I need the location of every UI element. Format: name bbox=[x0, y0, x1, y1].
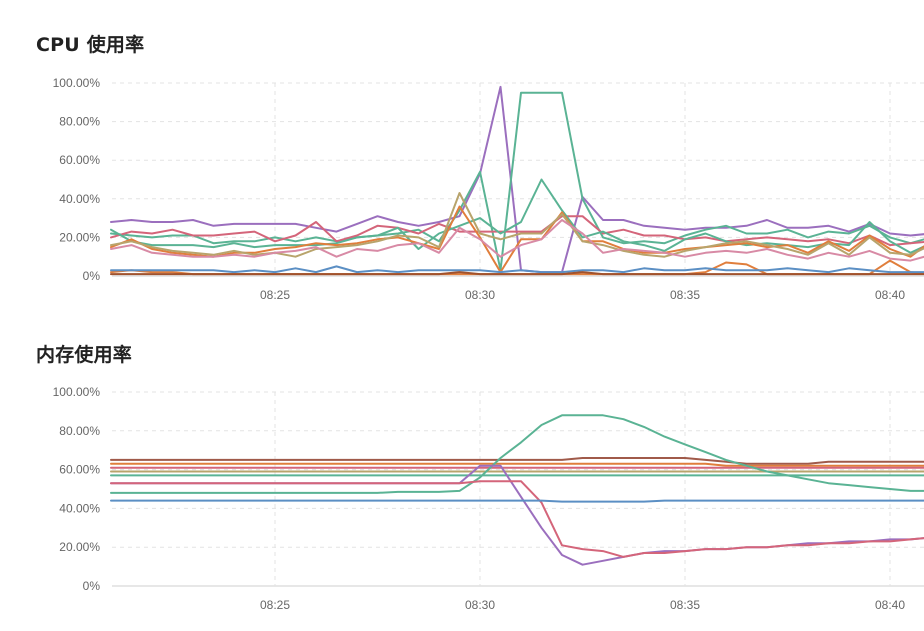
memory-x-tick-label: 08:25 bbox=[260, 598, 290, 612]
cpu-x-tick-label: 08:25 bbox=[260, 288, 290, 302]
cpu-x-tick-label: 08:35 bbox=[670, 288, 700, 302]
memory-chart-title: 内存使用率 bbox=[36, 344, 133, 366]
memory-series-line-1 bbox=[110, 457, 924, 465]
memory-x-tick-label: 08:35 bbox=[670, 598, 700, 612]
cpu-series-line-7 bbox=[110, 219, 924, 262]
memory-y-tick-label: 100.00% bbox=[53, 385, 101, 399]
cpu-y-tick-label: 0% bbox=[83, 269, 101, 283]
memory-x-tick-label: 08:40 bbox=[875, 598, 905, 612]
cpu-y-tick-label: 40.00% bbox=[59, 192, 100, 206]
memory-y-tick-label: 40.00% bbox=[59, 501, 100, 515]
cpu-series-line-2 bbox=[110, 91, 924, 272]
memory-series-line-8 bbox=[110, 480, 924, 558]
memory-series-line-2 bbox=[110, 462, 924, 467]
cpu-usage-chart: 0% 20.00% 40.00% 60.00% 80.00% 100.00% 08:25 08… bbox=[53, 76, 924, 302]
cpu-y-tick-label: 100.00% bbox=[53, 76, 101, 90]
cpu-series-line-10 bbox=[110, 271, 924, 276]
cpu-y-tick-label: 20.00% bbox=[59, 230, 100, 244]
cpu-x-tick-label: 08:30 bbox=[465, 288, 495, 302]
cpu-series-line-6 bbox=[110, 192, 924, 258]
memory-usage-chart: 0% 20.00% 40.00% 60.00% 80.00% 100.00% 08:25 08… bbox=[53, 385, 924, 612]
cpu-series-line-3 bbox=[110, 215, 924, 247]
memory-y-tick-label: 20.00% bbox=[59, 540, 100, 554]
cpu-y-tick-label: 60.00% bbox=[59, 153, 100, 167]
cpu-x-tick-label: 08:40 bbox=[875, 288, 905, 302]
memory-y-tick-label: 60.00% bbox=[59, 463, 100, 477]
memory-y-tick-label: 0% bbox=[83, 579, 101, 593]
cpu-chart-title: CPU 使用率 bbox=[36, 34, 145, 56]
memory-x-tick-label: 08:30 bbox=[465, 598, 495, 612]
cpu-series-line-9 bbox=[110, 265, 924, 274]
memory-series-line-9 bbox=[110, 499, 924, 503]
memory-y-tick-label: 80.00% bbox=[59, 424, 100, 438]
cpu-series-line-4 bbox=[110, 178, 924, 254]
memory-series-line-6 bbox=[110, 414, 924, 494]
cpu-y-tick-label: 80.00% bbox=[59, 115, 100, 129]
